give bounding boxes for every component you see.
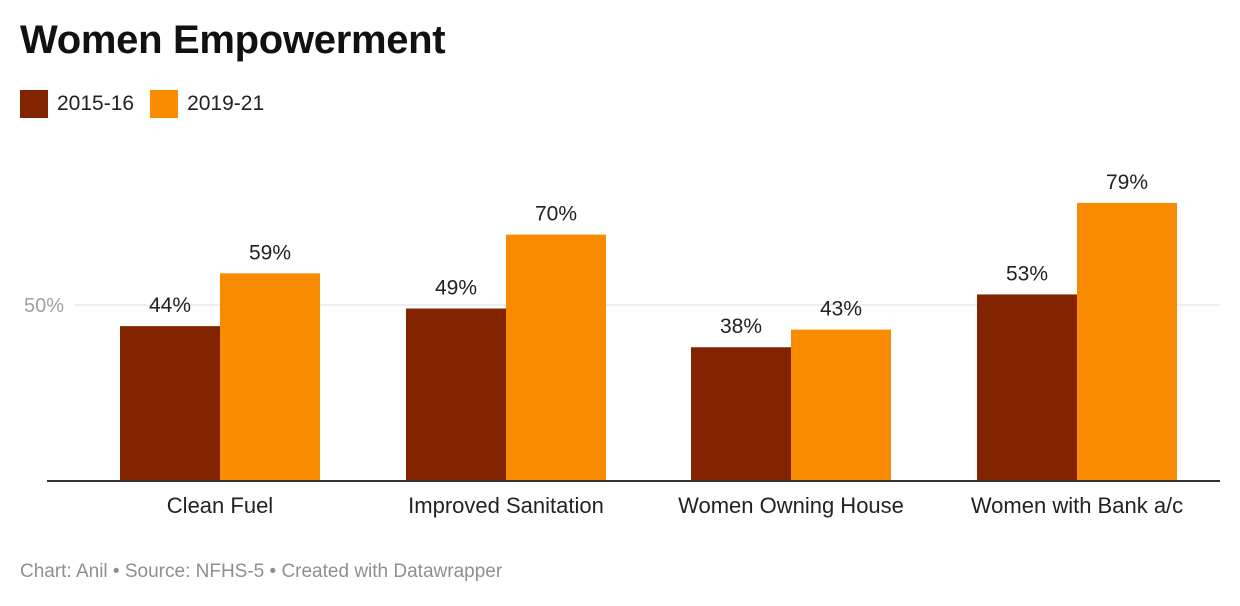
legend-item-2019-21: 2019-21	[150, 90, 264, 118]
x-tick-label: Improved Sanitation	[408, 493, 604, 518]
bar-2019-21-3	[1077, 202, 1177, 482]
value-label: 70%	[535, 203, 577, 226]
bar-2015-16-3	[977, 294, 1077, 481]
legend-swatch-2019-21	[150, 90, 179, 118]
legend-swatch-2015-16	[20, 90, 48, 118]
legend: 2015-16 2019-21	[20, 90, 280, 118]
value-label: 59%	[249, 241, 291, 264]
x-tick-label: Clean Fuel	[167, 493, 273, 518]
bar-2015-16-1	[406, 308, 506, 481]
chart-title: Women Empowerment	[20, 18, 446, 62]
value-label: 53%	[1006, 262, 1048, 285]
bar-2015-16-2	[691, 347, 791, 481]
bar-2019-21-0	[220, 273, 320, 481]
bar-2015-16-0	[120, 326, 220, 481]
legend-label-2015-16: 2015-16	[57, 92, 135, 115]
x-tick-label: Women Owning House	[678, 493, 904, 518]
value-label: 38%	[720, 315, 762, 338]
value-label: 43%	[820, 298, 862, 321]
legend-item-2015-16: 2015-16	[20, 90, 134, 118]
value-label: 79%	[1106, 171, 1148, 194]
bar-2019-21-2	[791, 329, 891, 481]
legend-label-2019-21: 2019-21	[187, 92, 265, 115]
chart-footer: Chart: Anil • Source: NFHS-5 • Created w…	[20, 561, 503, 582]
value-label: 44%	[149, 294, 191, 317]
x-tick-label: Women with Bank a/c	[971, 493, 1183, 518]
value-label: 49%	[435, 277, 477, 300]
bar-2019-21-1	[506, 234, 606, 481]
y-tick-label: 50%	[24, 295, 64, 317]
